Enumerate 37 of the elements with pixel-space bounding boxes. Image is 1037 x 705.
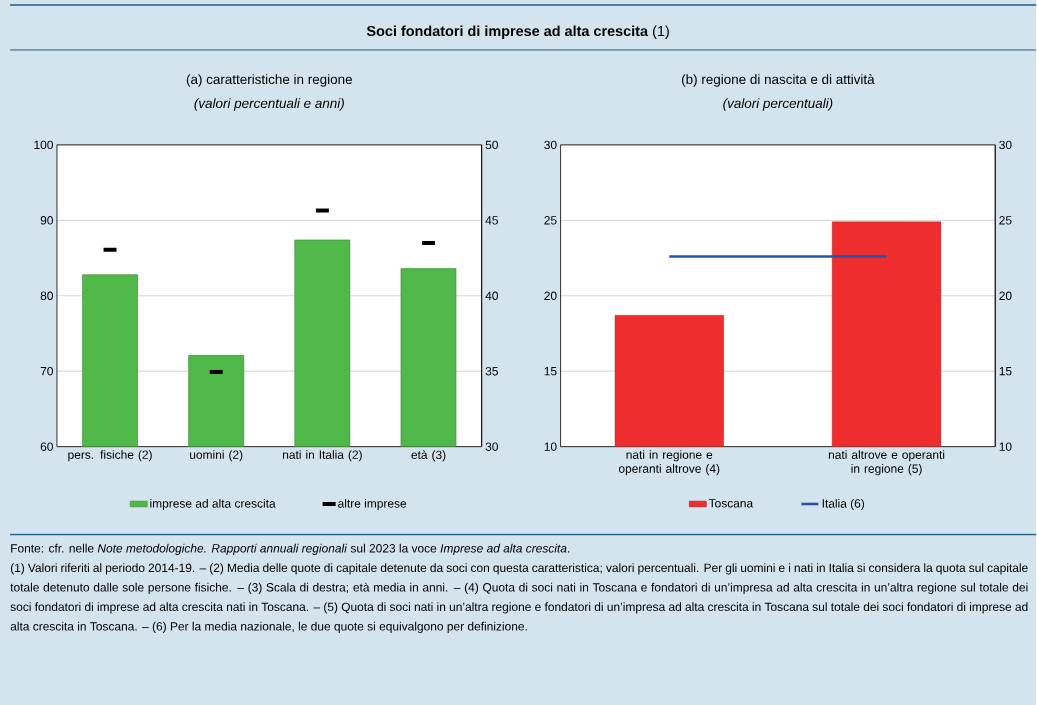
y2-tick-label: 35 bbox=[485, 366, 498, 376]
y2-tick-label: 15 bbox=[999, 366, 1012, 376]
y2-tick-label: 10 bbox=[999, 442, 1012, 451]
y-tick-label: 30 bbox=[544, 140, 557, 149]
x-tick-label: nati altrove e operanti in regione (5) bbox=[828, 449, 945, 476]
y-tick-label: 60 bbox=[40, 442, 53, 451]
y-tick-label: 10 bbox=[544, 442, 557, 451]
y2-tick-label: 45 bbox=[485, 215, 498, 225]
y-tick-label: 90 bbox=[40, 215, 53, 225]
legend-label: altre imprese bbox=[338, 498, 407, 510]
y2-tick-label: 40 bbox=[485, 291, 498, 300]
text: Soci fondatori di imprese ad alta crescita (1) bbox=[366, 25, 669, 39]
x-tick-label: nati in regione e operanti altrove (4) bbox=[618, 449, 720, 476]
y-tick-label: 80 bbox=[40, 291, 53, 300]
x-tick-label: uomini (2) bbox=[190, 449, 243, 462]
chart-subtitle: (valori percentuali) bbox=[723, 97, 833, 111]
chart-title: (a) caratteristiche in regione bbox=[186, 73, 352, 87]
chart-subtitle: (valori percentuali e anni) bbox=[194, 97, 344, 111]
y2-tick-label: 20 bbox=[999, 291, 1012, 300]
source-note: Fonte: cfr. nelle Note metodologiche. Rapporti annuali regionali sul 2023 la voce Imprese ad alta crescita. bbox=[11, 543, 570, 555]
y-tick-label: 25 bbox=[544, 215, 557, 225]
y-tick-label: 100 bbox=[34, 140, 53, 149]
y-tick-label: 20 bbox=[544, 291, 557, 300]
y2-tick-label: 30 bbox=[485, 442, 498, 451]
y2-tick-label: 25 bbox=[999, 215, 1012, 225]
y-tick-label: 15 bbox=[544, 366, 557, 376]
y2-tick-label: 30 bbox=[999, 140, 1012, 149]
chart-title: (b) regione di nascita e di attività bbox=[682, 73, 875, 87]
x-tick-label: età (3) bbox=[411, 449, 446, 462]
legend-label: Italia (6) bbox=[822, 498, 865, 510]
legend-label: imprese ad alta crescita bbox=[150, 498, 276, 510]
x-tick-label: nati in Italia (2) bbox=[283, 449, 362, 462]
y-tick-label: 70 bbox=[40, 366, 53, 376]
legend-label: Toscana bbox=[708, 498, 754, 508]
y2-tick-label: 50 bbox=[485, 140, 498, 149]
text: (1) Valori riferiti al periodo 2014-19. – (2) Media delle quote di capitale detenute da soci con questa caratteristica; valori percentuali. Per gli uomini e i nati in Italia si considera la quota sul capitale totale detenuto dalle sole persone fisiche. – (3) Scala di destra; età media in anni. – (4) Quota di soci nati in Toscana e fondatori di un’impresa ad alta crescita in un’altra regione sul totale dei soci fondatori di imprese ad alta crescita nati in Toscana. – (5) Quota di soci nati in un’altra regione e fondatori di un’impresa ad alta crescita in Toscana sul totale dei soci fondatori di imprese ad alta crescita in Toscana. – (6) Per la media nazionale, le due quote si equivalgono per definizione. bbox=[10, 563, 1028, 633]
x-tick-label: pers. fisiche (2) bbox=[68, 449, 152, 462]
